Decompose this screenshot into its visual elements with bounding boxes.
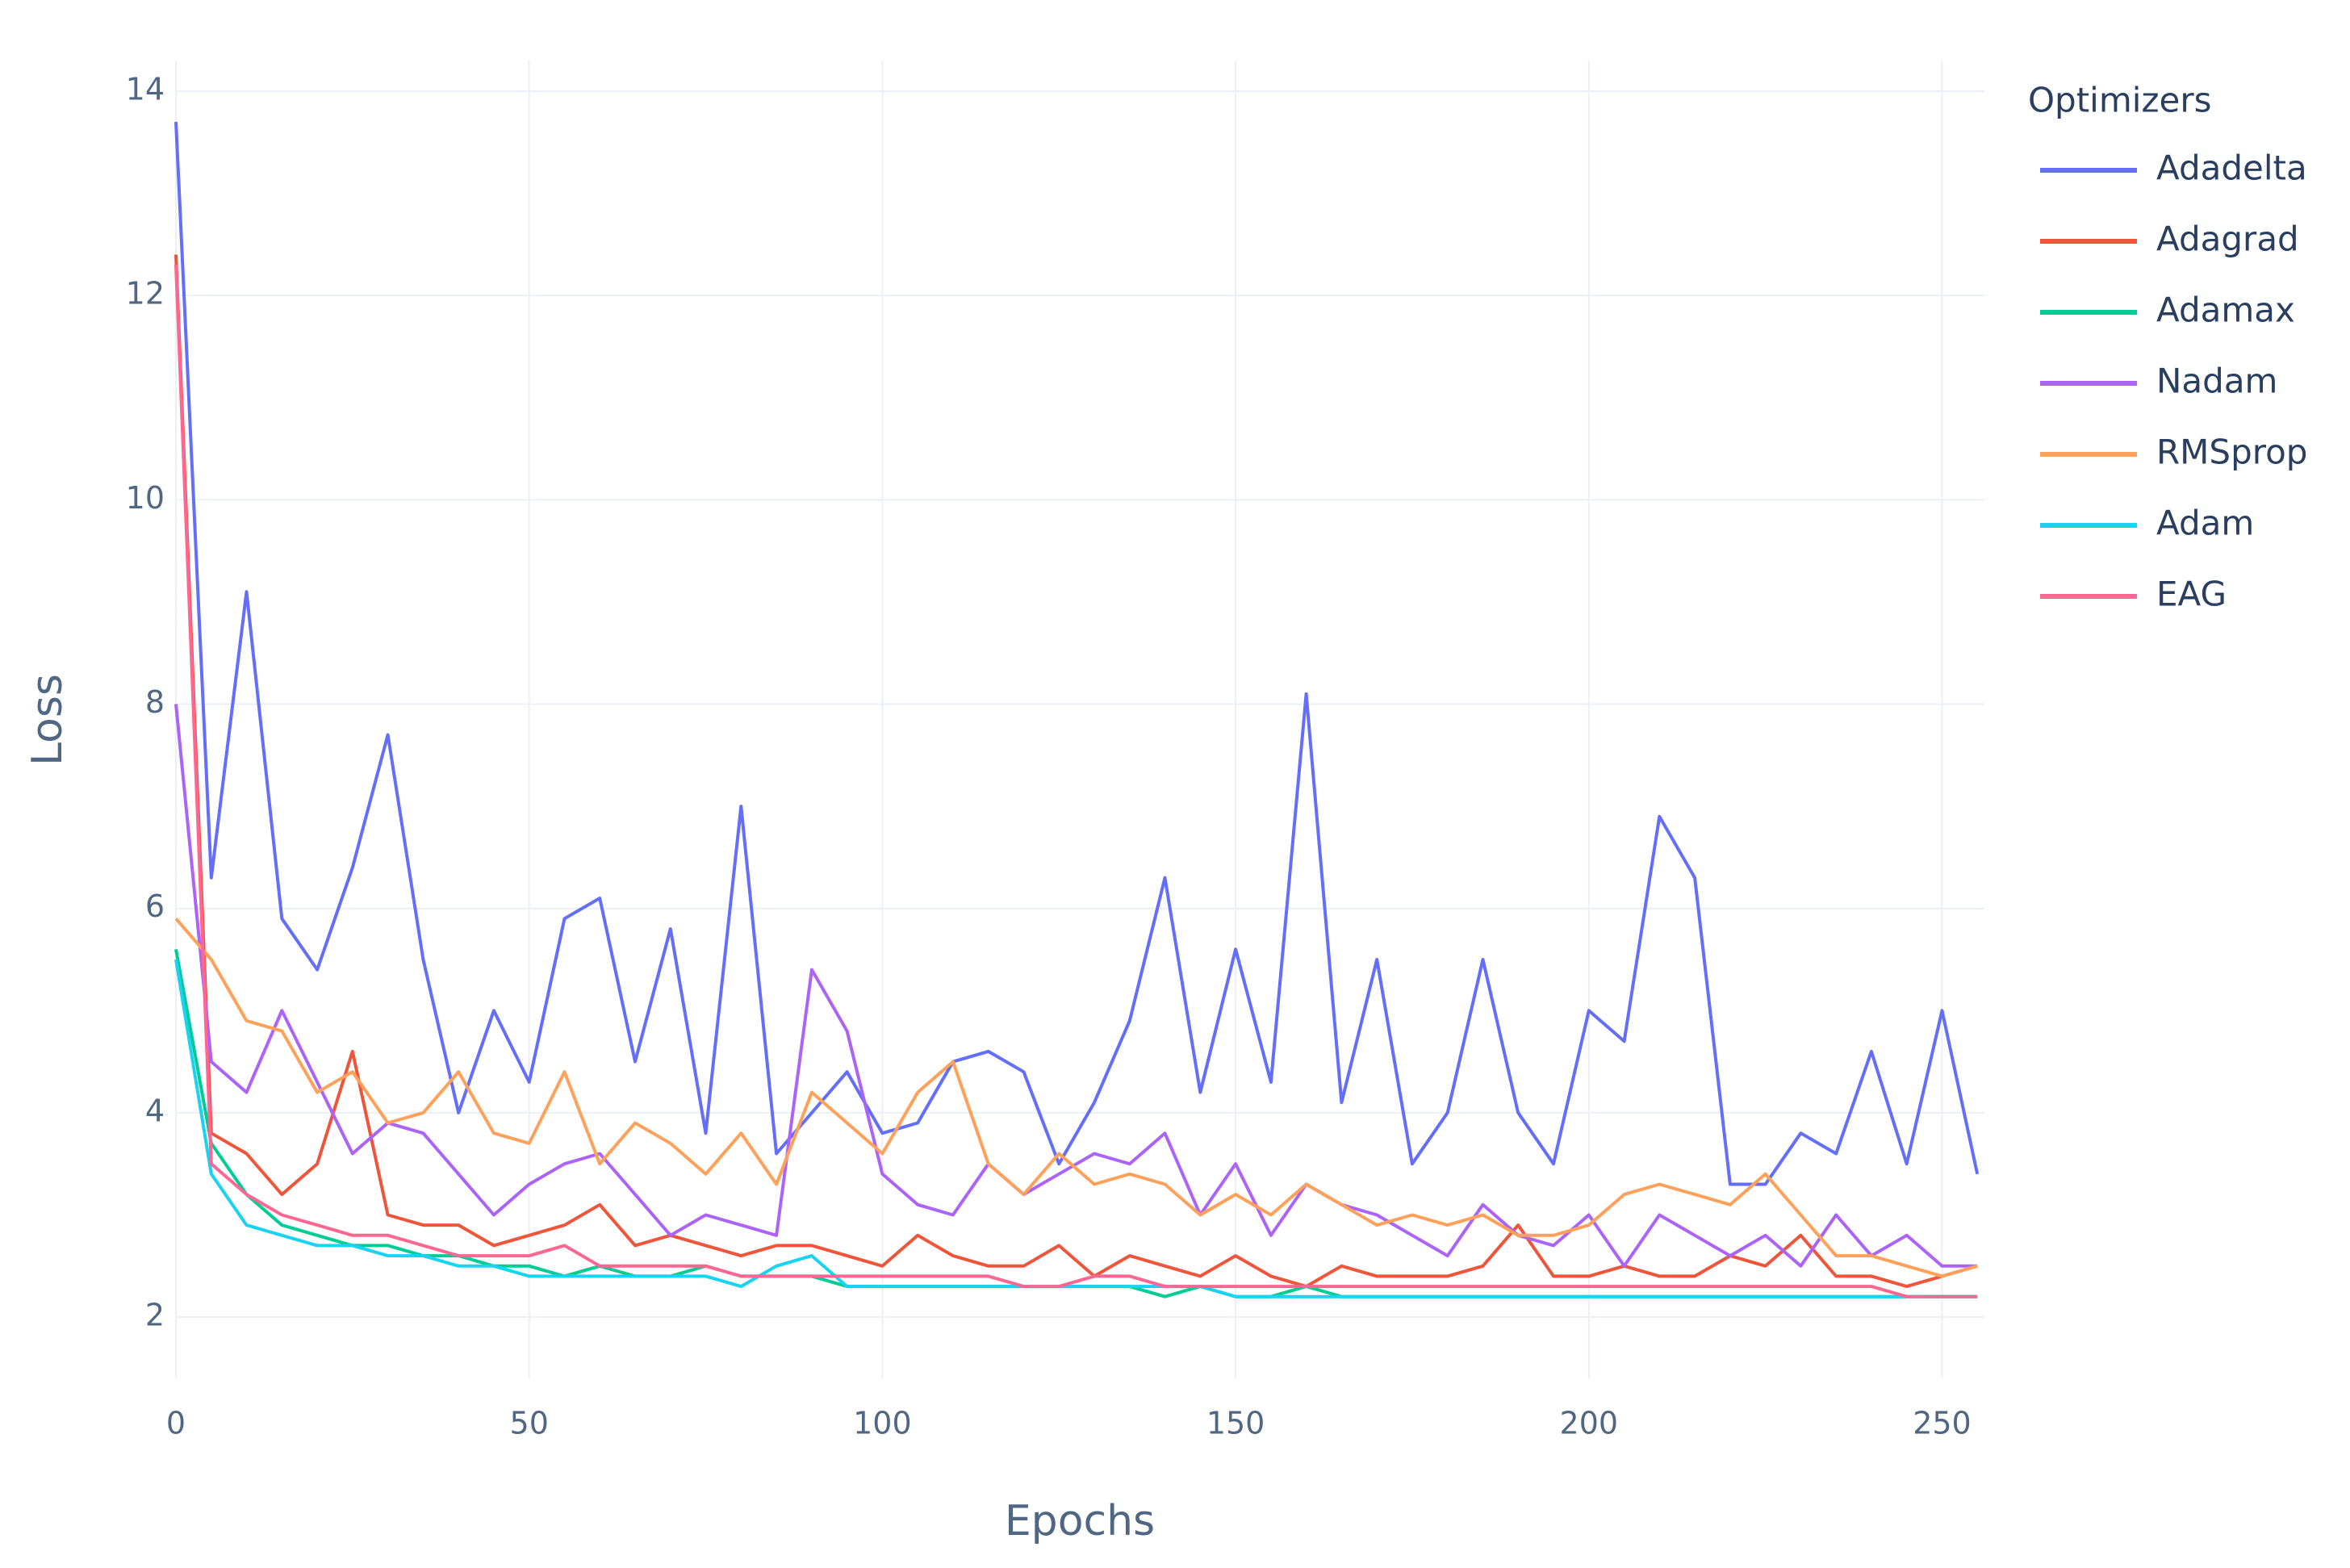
series-line — [174, 121, 1980, 1186]
series-line — [174, 917, 1978, 1278]
x-axis-title: Epochs — [1005, 1497, 1155, 1545]
series-line — [174, 254, 1978, 1289]
x-tick-label: 100 — [853, 1406, 912, 1441]
legend-label[interactable]: Adadelta — [2156, 148, 2307, 188]
y-tick-label: 6 — [145, 889, 165, 924]
series-line — [174, 265, 1978, 1298]
y-axis-title: Loss — [23, 674, 72, 766]
x-tick-label: 50 — [510, 1406, 549, 1441]
legend-label[interactable]: Nadam — [2156, 362, 2277, 401]
legend-label[interactable]: RMSprop — [2156, 433, 2307, 472]
legend-label[interactable]: EAG — [2156, 575, 2227, 614]
legend-label[interactable]: Adam — [2156, 504, 2254, 543]
y-tick-label: 10 — [126, 480, 165, 516]
x-tick-label: 250 — [1913, 1406, 1972, 1441]
x-tick-label: 0 — [166, 1406, 186, 1441]
y-tick-label: 4 — [145, 1093, 165, 1128]
legend-title: Optimizers — [2028, 81, 2211, 120]
series-line — [174, 948, 1978, 1298]
series-line — [174, 959, 1978, 1298]
y-tick-label: 8 — [145, 684, 165, 720]
legend-label[interactable]: Adamax — [2156, 291, 2295, 330]
series-line — [174, 704, 1978, 1268]
x-tick-label: 150 — [1206, 1406, 1265, 1441]
legend-label[interactable]: Adagrad — [2156, 220, 2299, 259]
y-tick-label: 12 — [126, 276, 165, 312]
y-tick-label: 14 — [126, 71, 165, 107]
x-tick-label: 200 — [1560, 1406, 1619, 1441]
y-tick-label: 2 — [145, 1298, 165, 1333]
